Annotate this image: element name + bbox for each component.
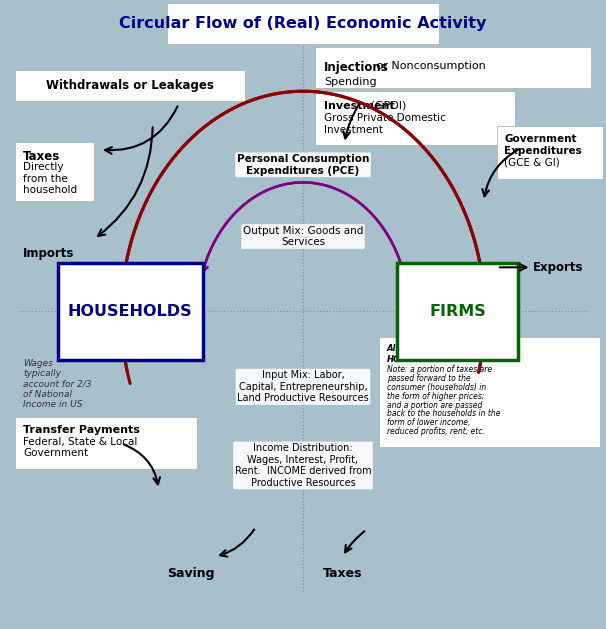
Text: FIRMS: FIRMS <box>429 304 486 319</box>
Text: Personal Consumption
Expenditures (PCE): Personal Consumption Expenditures (PCE) <box>237 154 369 175</box>
Text: (GCE & GI): (GCE & GI) <box>504 158 560 168</box>
Text: or Nonconsumption: or Nonconsumption <box>373 61 485 71</box>
FancyBboxPatch shape <box>315 47 591 88</box>
Text: Output Mix: Goods and
Services: Output Mix: Goods and Services <box>243 226 363 247</box>
FancyBboxPatch shape <box>167 3 439 44</box>
FancyBboxPatch shape <box>497 126 603 179</box>
Text: HOUSEHOLDS: HOUSEHOLDS <box>68 304 193 319</box>
Text: Note: a portion of taxes are: Note: a portion of taxes are <box>387 365 491 374</box>
Text: reduced profits, rent, etc.: reduced profits, rent, etc. <box>387 427 485 436</box>
Text: Taxes: Taxes <box>322 567 362 581</box>
FancyBboxPatch shape <box>58 263 203 360</box>
FancyBboxPatch shape <box>397 263 518 360</box>
Text: back to the households in the: back to the households in the <box>387 409 500 418</box>
Text: the form of higher prices;: the form of higher prices; <box>387 392 484 401</box>
Text: Federal, State & Local: Federal, State & Local <box>23 437 138 447</box>
Text: (GPDI): (GPDI) <box>367 101 406 111</box>
Text: Investment: Investment <box>324 101 395 111</box>
FancyBboxPatch shape <box>15 142 94 201</box>
Text: Imports: Imports <box>23 247 75 260</box>
Text: Income Distribution:
Wages, Interest, Profit,
Rent.  INCOME derived from
Product: Income Distribution: Wages, Interest, Pr… <box>235 443 371 488</box>
Text: Investment: Investment <box>324 125 383 135</box>
Text: Withdrawals or Leakages: Withdrawals or Leakages <box>46 79 215 92</box>
Text: Exports: Exports <box>533 261 584 274</box>
Text: Expenditures: Expenditures <box>504 146 582 156</box>
Text: form of lower income,: form of lower income, <box>387 418 470 427</box>
FancyBboxPatch shape <box>15 70 245 101</box>
Text: Taxes: Taxes <box>23 150 60 163</box>
Text: passed forward to the: passed forward to the <box>387 374 470 383</box>
FancyBboxPatch shape <box>15 417 197 469</box>
Text: Gross Private Domestic: Gross Private Domestic <box>324 113 446 123</box>
Text: Government: Government <box>23 448 88 459</box>
Text: and a portion are passed: and a portion are passed <box>387 401 482 409</box>
Text: Government: Government <box>504 134 577 144</box>
Text: from the: from the <box>23 174 68 184</box>
Text: Spending: Spending <box>324 77 377 87</box>
FancyBboxPatch shape <box>315 91 515 145</box>
Text: All TAXES lead to the: All TAXES lead to the <box>387 344 486 353</box>
Text: Wages
typically
account for 2/3
of National
Income in US: Wages typically account for 2/3 of Natio… <box>23 359 92 409</box>
Text: Saving: Saving <box>167 567 215 581</box>
Text: Directly: Directly <box>23 162 64 172</box>
Text: Injections: Injections <box>324 61 389 74</box>
FancyBboxPatch shape <box>379 337 600 447</box>
Text: household: household <box>23 185 77 195</box>
Text: Input Mix: Labor,
Capital, Entrepreneurship,
Land Productive Resources: Input Mix: Labor, Capital, Entrepreneurs… <box>237 370 369 403</box>
Text: HOUSEHOLD: HOUSEHOLD <box>387 355 446 364</box>
Text: Transfer Payments: Transfer Payments <box>23 425 140 435</box>
Text: consumer (households) in: consumer (households) in <box>387 383 486 392</box>
Text: Circular Flow of (Real) Economic Activity: Circular Flow of (Real) Economic Activit… <box>119 16 487 31</box>
